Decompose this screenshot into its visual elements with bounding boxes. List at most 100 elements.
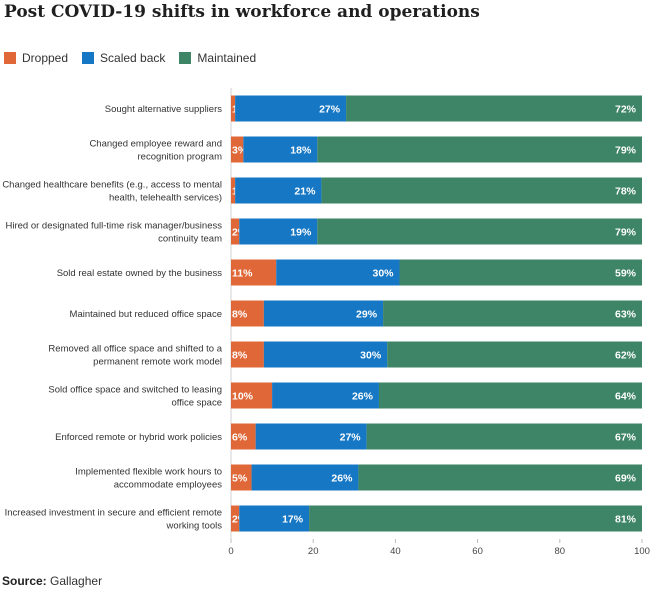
legend-label-dropped: Dropped — [22, 51, 69, 65]
category-label-line: Maintained but reduced office space — [70, 309, 222, 320]
bar-dropped — [231, 341, 264, 368]
bar-maintained — [317, 136, 642, 163]
data-label-maintained: 64% — [615, 391, 637, 403]
x-tick-label: 80 — [555, 546, 566, 557]
legend-item-maintained: Maintained — [179, 51, 256, 65]
category-label-line: Sold real estate owned by the business — [57, 268, 223, 279]
category-label-line: Sold office space and switched to leasin… — [48, 385, 222, 396]
category-label-line: continuity team — [158, 234, 222, 245]
x-tick-label: 100 — [634, 546, 650, 557]
bar-dropped — [231, 218, 240, 245]
data-label-maintained: 79% — [615, 227, 637, 239]
category-label: Changed healthcare benefits (e.g., acces… — [2, 180, 222, 204]
x-tick-label: 40 — [390, 546, 401, 557]
bar-dropped — [231, 464, 252, 491]
category-label-line: Implemented flexible work hours to — [75, 467, 222, 478]
legend-label-scaled-back: Scaled back — [100, 51, 166, 65]
legend: Dropped Scaled back Maintained — [4, 51, 270, 65]
bar-dropped — [231, 423, 256, 450]
bar-maintained — [317, 218, 642, 245]
category-label-line: Hired or designated full-time risk manag… — [6, 221, 223, 232]
category-label-line: Enforced remote or hybrid work policies — [55, 432, 222, 443]
bar-maintained — [383, 300, 642, 327]
bar-dropped — [231, 95, 236, 122]
category-label-line: Sought alternative suppliers — [105, 104, 222, 115]
category-label: Sold office space and switched to leasin… — [48, 385, 222, 409]
category-label-line: office space — [171, 398, 222, 409]
bar-scaled-back — [263, 341, 388, 368]
bar-dropped — [231, 300, 264, 327]
category-label-line: Increased investment in secure and effic… — [5, 508, 222, 519]
bar-maintained — [378, 382, 642, 409]
data-label-scaled-back: 27% — [340, 432, 362, 444]
category-label-line: health, telehealth services) — [109, 193, 222, 204]
legend-swatch-maintained — [179, 52, 192, 64]
data-label-scaled-back: 19% — [290, 227, 312, 239]
chart-title: Post COVID-19 shifts in workforce and op… — [4, 2, 480, 22]
data-label-maintained: 79% — [615, 145, 637, 157]
bar-scaled-back — [239, 505, 310, 532]
bar-scaled-back — [276, 259, 400, 286]
source-note: Source: Gallagher — [2, 574, 102, 588]
bar-scaled-back — [243, 136, 318, 163]
bar-maintained — [366, 423, 642, 450]
bar-dropped — [231, 382, 273, 409]
bar-scaled-back — [235, 177, 322, 204]
bar-maintained — [309, 505, 642, 532]
data-label-maintained: 59% — [615, 268, 637, 280]
category-label: Changed employee reward and recognition p… — [89, 139, 222, 163]
data-label-dropped: 8% — [232, 309, 248, 321]
data-label-maintained: 81% — [615, 514, 637, 526]
category-label: Sold real estate owned by the business — [57, 268, 223, 279]
category-label-line: permanent remote work model — [93, 357, 222, 368]
data-label-maintained: 69% — [615, 473, 637, 485]
data-label-scaled-back: 26% — [331, 473, 353, 485]
data-label-scaled-back: 26% — [352, 391, 374, 403]
x-tick-label: 60 — [472, 546, 483, 557]
category-label: Sought alternative suppliers — [105, 104, 222, 115]
legend-label-maintained: Maintained — [197, 51, 257, 65]
data-label-dropped: 6% — [232, 432, 248, 444]
category-label: Implemented flexible work hours to accomm… — [75, 467, 222, 491]
data-label-dropped: 8% — [232, 350, 248, 362]
category-label: Hired or designated full-time risk manag… — [6, 221, 223, 245]
data-label-dropped: 5% — [232, 473, 248, 485]
data-label-scaled-back: 30% — [372, 268, 394, 280]
x-tick-label: 0 — [228, 546, 233, 557]
data-label-scaled-back: 17% — [282, 514, 304, 526]
bar-scaled-back — [255, 423, 367, 450]
category-label-line: accommodate employees — [114, 480, 222, 491]
category-label-line: Changed employee reward and — [89, 139, 222, 150]
bar-dropped — [231, 136, 244, 163]
bar-scaled-back — [272, 382, 379, 409]
data-label-maintained: 72% — [615, 104, 637, 116]
source-value: Gallagher — [50, 574, 103, 588]
legend-item-scaled-back: Scaled back — [82, 51, 165, 65]
bar-scaled-back — [239, 218, 318, 245]
category-label-line: recognition program — [138, 152, 223, 163]
bar-maintained — [358, 464, 642, 491]
data-label-scaled-back: 27% — [319, 104, 341, 116]
data-label-dropped: 11% — [232, 268, 253, 280]
x-tick-label: 20 — [308, 546, 319, 557]
source-label: Source: — [2, 574, 47, 588]
bar-maintained — [399, 259, 642, 286]
bar-dropped — [231, 505, 240, 532]
bar-scaled-back — [235, 95, 347, 122]
data-label-scaled-back: 29% — [356, 309, 378, 321]
category-label-line: working tools — [166, 521, 223, 532]
legend-swatch-scaled-back — [82, 52, 95, 64]
category-label-line: Removed all office space and shifted to … — [48, 344, 222, 355]
legend-item-dropped: Dropped — [4, 51, 68, 65]
category-label: Removed all office space and shifted to … — [48, 344, 222, 368]
category-label-line: Changed healthcare benefits (e.g., acces… — [2, 180, 222, 191]
data-label-scaled-back: 30% — [360, 350, 382, 362]
data-label-maintained: 63% — [615, 309, 637, 321]
data-label-maintained: 78% — [615, 186, 637, 198]
category-label: Enforced remote or hybrid work policies — [55, 432, 222, 443]
data-label-maintained: 62% — [615, 350, 637, 362]
bar-maintained — [346, 95, 642, 122]
legend-swatch-dropped — [4, 52, 16, 64]
data-label-dropped: 10% — [232, 391, 254, 403]
